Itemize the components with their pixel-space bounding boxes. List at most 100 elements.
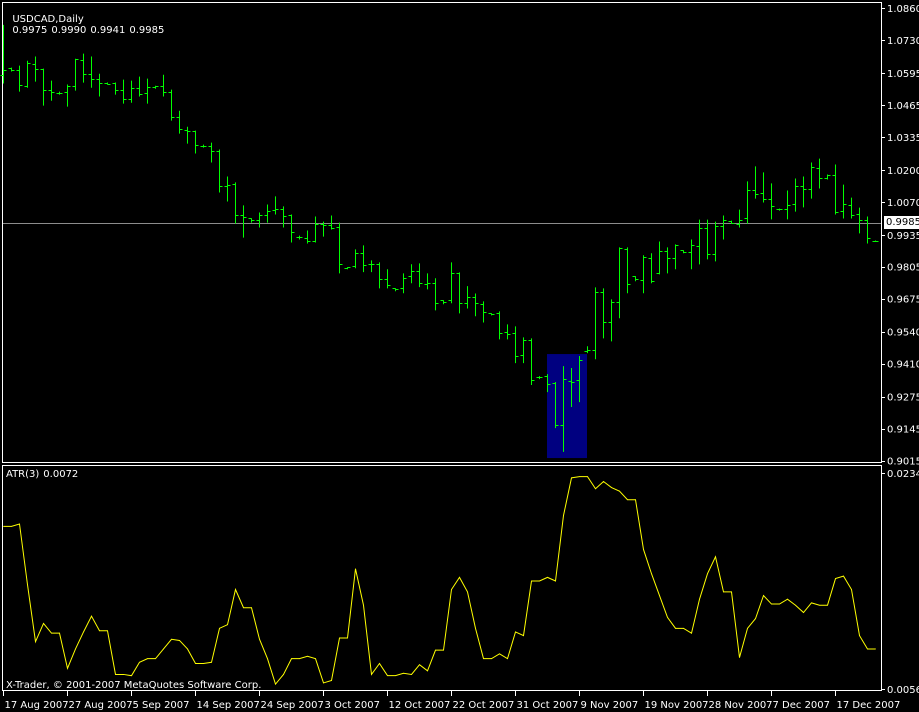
atr-point	[291, 658, 292, 660]
atr-point	[563, 515, 564, 516]
ohlc-bar	[232, 182, 239, 224]
atr-point	[875, 648, 876, 650]
atr-point	[187, 648, 188, 650]
ohlc-bar	[384, 269, 391, 289]
price-tick-label: 1.0335	[887, 133, 919, 144]
atr-point	[275, 683, 276, 685]
time-tick-label: 19 Nov 2007	[645, 700, 709, 711]
atr-point	[43, 623, 44, 624]
ohlc-bar	[592, 287, 599, 360]
time-tick-label: 5 Sep 2007	[133, 700, 190, 711]
price-tick-label: 0.9145	[887, 425, 919, 436]
ohlc-bar	[824, 174, 831, 180]
atr-point	[747, 627, 748, 629]
ohlc-bar	[288, 214, 295, 243]
selection-rectangle[interactable]	[547, 354, 587, 459]
ohlc-bar	[104, 82, 111, 85]
ohlc-bar	[432, 278, 439, 311]
atr-point	[155, 658, 156, 660]
atr-point	[59, 632, 60, 634]
atr-point	[531, 580, 532, 582]
price-tick-label: 0.9675	[887, 295, 919, 306]
ohlc-bar	[120, 79, 127, 104]
ohlc-bar	[784, 190, 791, 220]
price-axis: 1.0860 1.0730 1.0595 1.0465 1.0335 1.0200 1.00…	[881, 4, 919, 468]
atr-point	[331, 680, 332, 681]
price-pane-border	[2, 2, 882, 463]
atr-point	[483, 658, 484, 660]
price-bars	[0, 24, 879, 452]
ohlc-bar	[632, 276, 639, 282]
ohlc-bar	[696, 219, 703, 265]
ohlc-bar	[216, 149, 223, 193]
ohlc-bar	[136, 76, 143, 97]
ohlc-bar	[208, 142, 215, 163]
ohlc-bar	[264, 204, 271, 223]
atr-point	[51, 632, 52, 634]
atr-axis: 0.0234 0.0056	[881, 469, 919, 696]
ohlc-bar	[864, 216, 871, 244]
ohlc-bar	[48, 80, 55, 101]
ohlc-bar	[720, 215, 727, 240]
ohlc-bar	[480, 301, 487, 323]
atr-tick-label: 0.0056	[887, 685, 919, 696]
ohlc-bar	[144, 78, 151, 104]
ohlc-bar	[848, 197, 855, 219]
atr-point	[491, 658, 492, 660]
price-tick-label: 1.0595	[887, 69, 919, 80]
ohlc-bar	[184, 126, 191, 144]
ohlc-bar	[272, 196, 279, 215]
ohlc-bar	[616, 247, 623, 319]
atr-point	[419, 664, 420, 666]
atr-point	[243, 607, 244, 609]
ohlc-bar	[64, 84, 71, 107]
ohlc-close: 0.9985	[129, 25, 165, 36]
atr-point	[195, 663, 196, 664]
atr-point	[507, 658, 508, 660]
ohlc-bar	[840, 184, 847, 219]
atr-point	[163, 648, 164, 650]
atr-point	[707, 573, 708, 575]
current-price-label: 0.9985	[884, 215, 919, 229]
ohlc-bar	[328, 215, 335, 230]
ohlc-bar	[728, 220, 735, 224]
ohlc-bar	[240, 205, 247, 238]
atr-point	[859, 635, 860, 637]
ohlc-bar	[16, 65, 23, 92]
time-tick-label: 17 Aug 2007	[5, 700, 69, 711]
atr-point	[467, 591, 468, 593]
ohlc-bar	[672, 244, 679, 270]
atr-point	[851, 589, 852, 590]
atr-line	[3, 476, 876, 686]
atr-point	[435, 649, 436, 651]
atr-point	[91, 615, 92, 617]
ohlc-open: 0.9975	[12, 25, 48, 36]
ohlc-low: 0.9941	[90, 25, 126, 36]
atr-point	[283, 674, 284, 675]
ohlc-bar	[336, 222, 343, 274]
atr-point	[363, 604, 364, 606]
atr-point	[787, 598, 788, 600]
atr-point	[19, 523, 20, 525]
atr-point	[211, 661, 212, 663]
symbol-label: USDCAD,Daily	[12, 14, 84, 25]
ohlc-bar	[752, 166, 759, 199]
atr-point	[107, 630, 108, 632]
atr-point	[35, 641, 36, 643]
atr-point	[347, 637, 348, 639]
ohlc-bar	[736, 209, 743, 228]
atr-point	[339, 637, 340, 639]
atr-point	[547, 576, 548, 578]
atr-point	[843, 575, 844, 577]
ohlc-bar	[792, 178, 799, 212]
time-tick-label: 7 Dec 2007	[773, 700, 831, 711]
price-tick-label: 0.9935	[887, 231, 919, 242]
chart-title: USDCAD,Daily 0.9975 0.9990 0.9941 0.9985	[6, 3, 168, 36]
ohlc-bar	[256, 212, 263, 228]
atr-point	[611, 487, 612, 488]
atr-point	[267, 658, 268, 660]
selection-box	[547, 354, 587, 459]
ohlc-bar	[368, 260, 375, 273]
ohlc-bar	[816, 158, 823, 189]
